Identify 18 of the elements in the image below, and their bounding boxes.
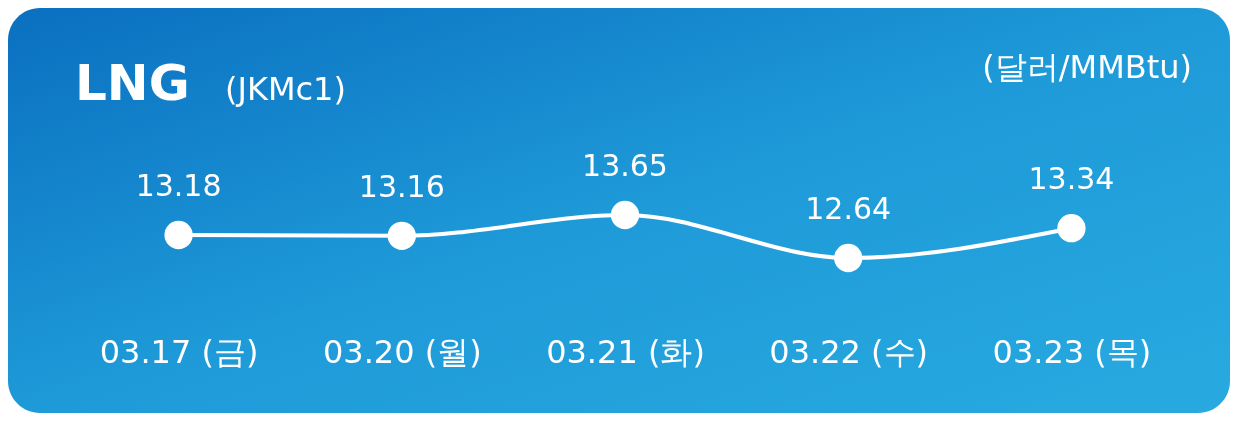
data-label: 12.64 (805, 191, 892, 226)
y-axis-title: (달러/MMBtu) (982, 48, 1192, 86)
data-label: 13.16 (358, 168, 445, 204)
data-label: 13.34 (1028, 161, 1115, 197)
point (164, 220, 193, 250)
x-tick-label: 03.21 (화) (546, 332, 705, 371)
chart-subtitle: (JKMc1) (225, 70, 346, 108)
x-tick-label: 03.22 (수) (769, 332, 929, 371)
point (834, 243, 863, 273)
chart-title: LNG (75, 54, 190, 112)
data-label: 13.18 (135, 168, 222, 204)
x-tick-label: 03.23 (목) (992, 332, 1152, 371)
point (1057, 214, 1086, 243)
x-tick-label: 03.20 (월) (322, 332, 482, 371)
point (610, 200, 640, 230)
point (387, 221, 416, 250)
data-label: 13.65 (582, 148, 668, 183)
x-tick-label: 03.17 (금) (99, 332, 259, 371)
